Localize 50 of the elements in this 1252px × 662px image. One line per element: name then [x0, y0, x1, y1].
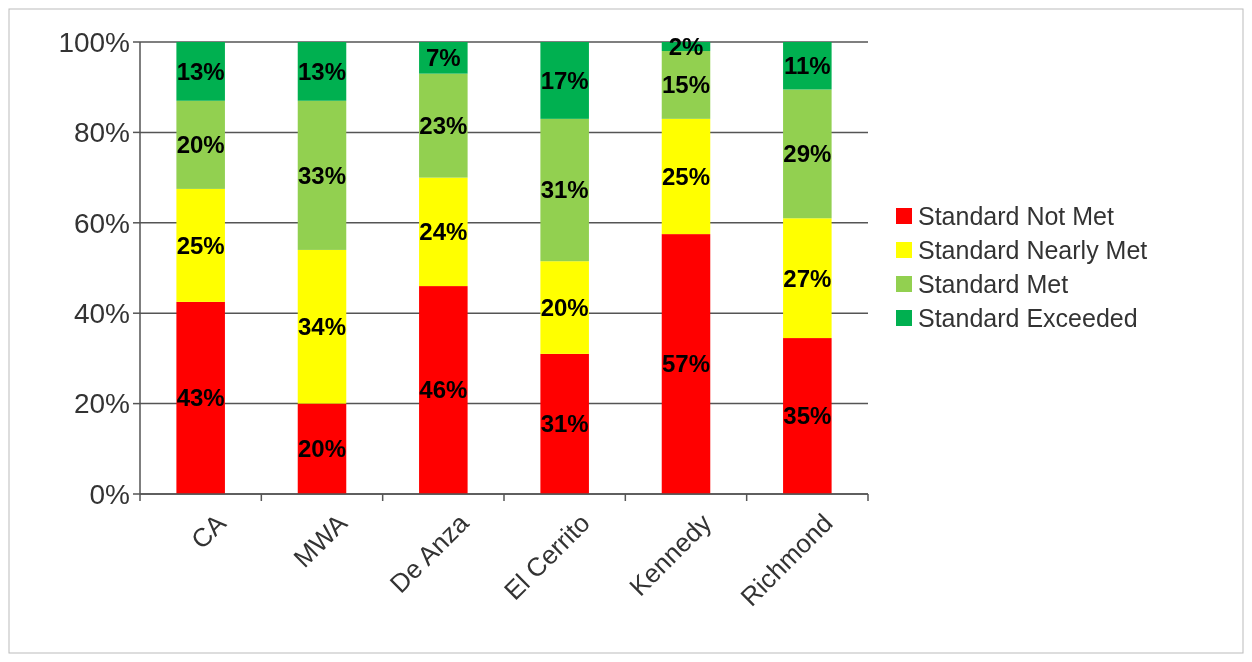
legend-label: Standard Met: [918, 269, 1069, 298]
data-label: 35%: [783, 402, 832, 430]
data-label: 29%: [783, 140, 832, 168]
data-label: 34%: [297, 313, 347, 341]
data-label: 24%: [419, 218, 468, 246]
y-tick-label: 60%: [73, 207, 130, 239]
data-label: 27%: [783, 264, 832, 292]
data-label: 25%: [176, 231, 225, 259]
bar: [540, 261, 589, 354]
bar: [176, 301, 225, 494]
bar: [783, 338, 832, 494]
data-label: 31%: [540, 176, 589, 204]
bar: [661, 118, 711, 235]
data-label: 25%: [661, 162, 711, 190]
data-label: 20%: [540, 293, 589, 321]
bar: [540, 118, 589, 262]
data-label: 11%: [783, 52, 831, 80]
y-tick-label: 0%: [89, 478, 130, 510]
bar: [783, 218, 832, 339]
data-label: 13%: [297, 57, 347, 85]
bar: [297, 100, 347, 250]
bar: [419, 73, 468, 178]
y-tick-label: 40%: [73, 298, 130, 329]
y-tick-label: 100%: [58, 26, 130, 58]
legend-label: Standard Exceeded: [918, 303, 1138, 332]
legend-label: Standard Not Met: [918, 201, 1114, 230]
data-label: 13%: [176, 57, 225, 85]
bar: [176, 188, 225, 302]
bar: [540, 42, 589, 119]
data-label: 23%: [419, 112, 468, 140]
bar: [419, 177, 468, 287]
data-label: 57%: [661, 350, 711, 378]
bar: [783, 89, 832, 219]
bar: [661, 234, 711, 494]
data-label: 7%: [425, 44, 461, 72]
bar: [419, 286, 468, 494]
data-label: 20%: [176, 131, 225, 159]
data-label: 15%: [661, 71, 711, 99]
data-label: 43%: [176, 384, 225, 412]
data-label: 46%: [419, 376, 468, 404]
bar: [540, 353, 589, 494]
data-label: 17%: [540, 66, 589, 94]
x-tick-label: CA: [185, 507, 233, 555]
legend-label: Standard Nearly Met: [918, 235, 1148, 264]
data-label: 33%: [297, 161, 347, 189]
bar: [297, 249, 347, 404]
data-label: 20%: [297, 435, 347, 463]
data-label: 31%: [540, 410, 589, 438]
y-tick-label: 20%: [73, 388, 130, 420]
y-tick-label: 80%: [73, 117, 130, 149]
